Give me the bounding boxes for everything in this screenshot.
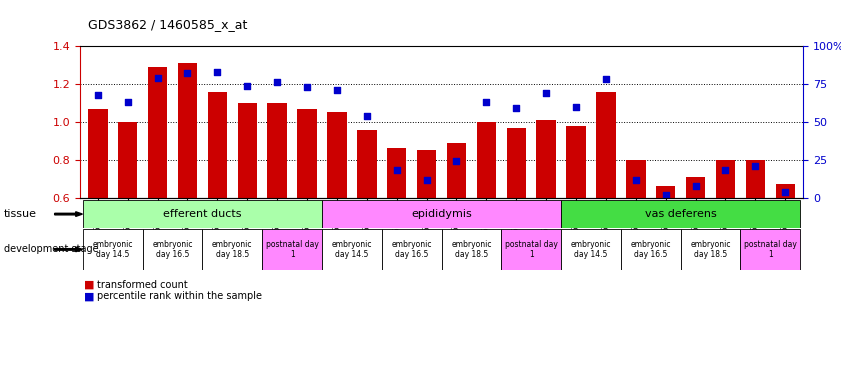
Point	[599, 76, 612, 83]
Text: tissue: tissue	[4, 209, 37, 219]
Point	[629, 177, 643, 183]
Bar	[740, 229, 800, 270]
Bar	[88, 109, 108, 198]
Text: postnatal day
1: postnatal day 1	[743, 240, 796, 259]
Bar	[267, 103, 287, 198]
Bar	[447, 143, 466, 198]
Bar	[357, 129, 377, 198]
Text: efferent ducts: efferent ducts	[163, 209, 241, 219]
Text: embryonic
day 16.5: embryonic day 16.5	[152, 240, 193, 259]
Bar	[716, 160, 735, 198]
Bar	[208, 92, 227, 198]
Bar	[596, 92, 616, 198]
Point	[121, 99, 135, 105]
Text: ■: ■	[84, 280, 94, 290]
Point	[91, 91, 104, 98]
Bar	[203, 229, 262, 270]
Point	[390, 167, 404, 174]
Text: embryonic
day 18.5: embryonic day 18.5	[212, 240, 252, 259]
Bar	[118, 122, 137, 198]
Bar	[387, 149, 406, 198]
Text: embryonic
day 18.5: embryonic day 18.5	[690, 240, 731, 259]
Bar	[143, 229, 203, 270]
Bar	[237, 103, 257, 198]
Point	[510, 105, 523, 111]
Point	[241, 83, 254, 89]
Point	[271, 79, 284, 86]
Bar	[501, 229, 561, 270]
Point	[689, 182, 702, 189]
Text: vas deferens: vas deferens	[645, 209, 717, 219]
Text: postnatal day
1: postnatal day 1	[266, 240, 319, 259]
Bar	[262, 229, 322, 270]
Bar	[442, 229, 501, 270]
Bar	[626, 160, 646, 198]
Bar	[621, 229, 680, 270]
Bar	[561, 229, 621, 270]
Bar	[327, 113, 346, 198]
Point	[331, 87, 344, 93]
Bar	[83, 200, 322, 228]
Bar	[537, 120, 556, 198]
Bar	[417, 151, 436, 198]
Point	[181, 70, 194, 76]
Point	[659, 192, 673, 198]
Text: embryonic
day 16.5: embryonic day 16.5	[631, 240, 671, 259]
Bar	[177, 63, 197, 198]
Bar	[656, 186, 675, 198]
Bar	[382, 229, 442, 270]
Text: embryonic
day 14.5: embryonic day 14.5	[331, 240, 372, 259]
Text: development stage: development stage	[4, 244, 99, 255]
Bar	[686, 177, 706, 198]
Point	[450, 158, 463, 164]
Bar	[561, 200, 800, 228]
Text: embryonic
day 14.5: embryonic day 14.5	[571, 240, 611, 259]
Bar	[506, 127, 526, 198]
Bar	[746, 160, 765, 198]
Point	[569, 104, 583, 110]
Point	[479, 99, 493, 105]
Bar	[148, 67, 167, 198]
Point	[539, 90, 553, 96]
Point	[210, 69, 224, 75]
Point	[360, 113, 373, 119]
Text: embryonic
day 18.5: embryonic day 18.5	[451, 240, 492, 259]
Text: GDS3862 / 1460585_x_at: GDS3862 / 1460585_x_at	[88, 18, 248, 31]
Bar	[680, 229, 740, 270]
Bar	[83, 229, 143, 270]
Bar	[775, 184, 795, 198]
Text: epididymis: epididymis	[411, 209, 472, 219]
Text: ■: ■	[84, 291, 94, 301]
Text: transformed count: transformed count	[97, 280, 188, 290]
Text: embryonic
day 16.5: embryonic day 16.5	[391, 240, 432, 259]
Point	[779, 189, 792, 195]
Bar	[477, 122, 496, 198]
Bar	[566, 126, 585, 198]
Point	[300, 84, 314, 90]
Text: postnatal day
1: postnatal day 1	[505, 240, 558, 259]
Bar	[322, 229, 382, 270]
Point	[420, 177, 433, 183]
Bar	[298, 109, 317, 198]
Point	[719, 167, 733, 174]
Text: percentile rank within the sample: percentile rank within the sample	[97, 291, 262, 301]
Point	[151, 75, 164, 81]
Point	[748, 163, 762, 169]
Bar	[322, 200, 561, 228]
Text: embryonic
day 14.5: embryonic day 14.5	[93, 240, 133, 259]
